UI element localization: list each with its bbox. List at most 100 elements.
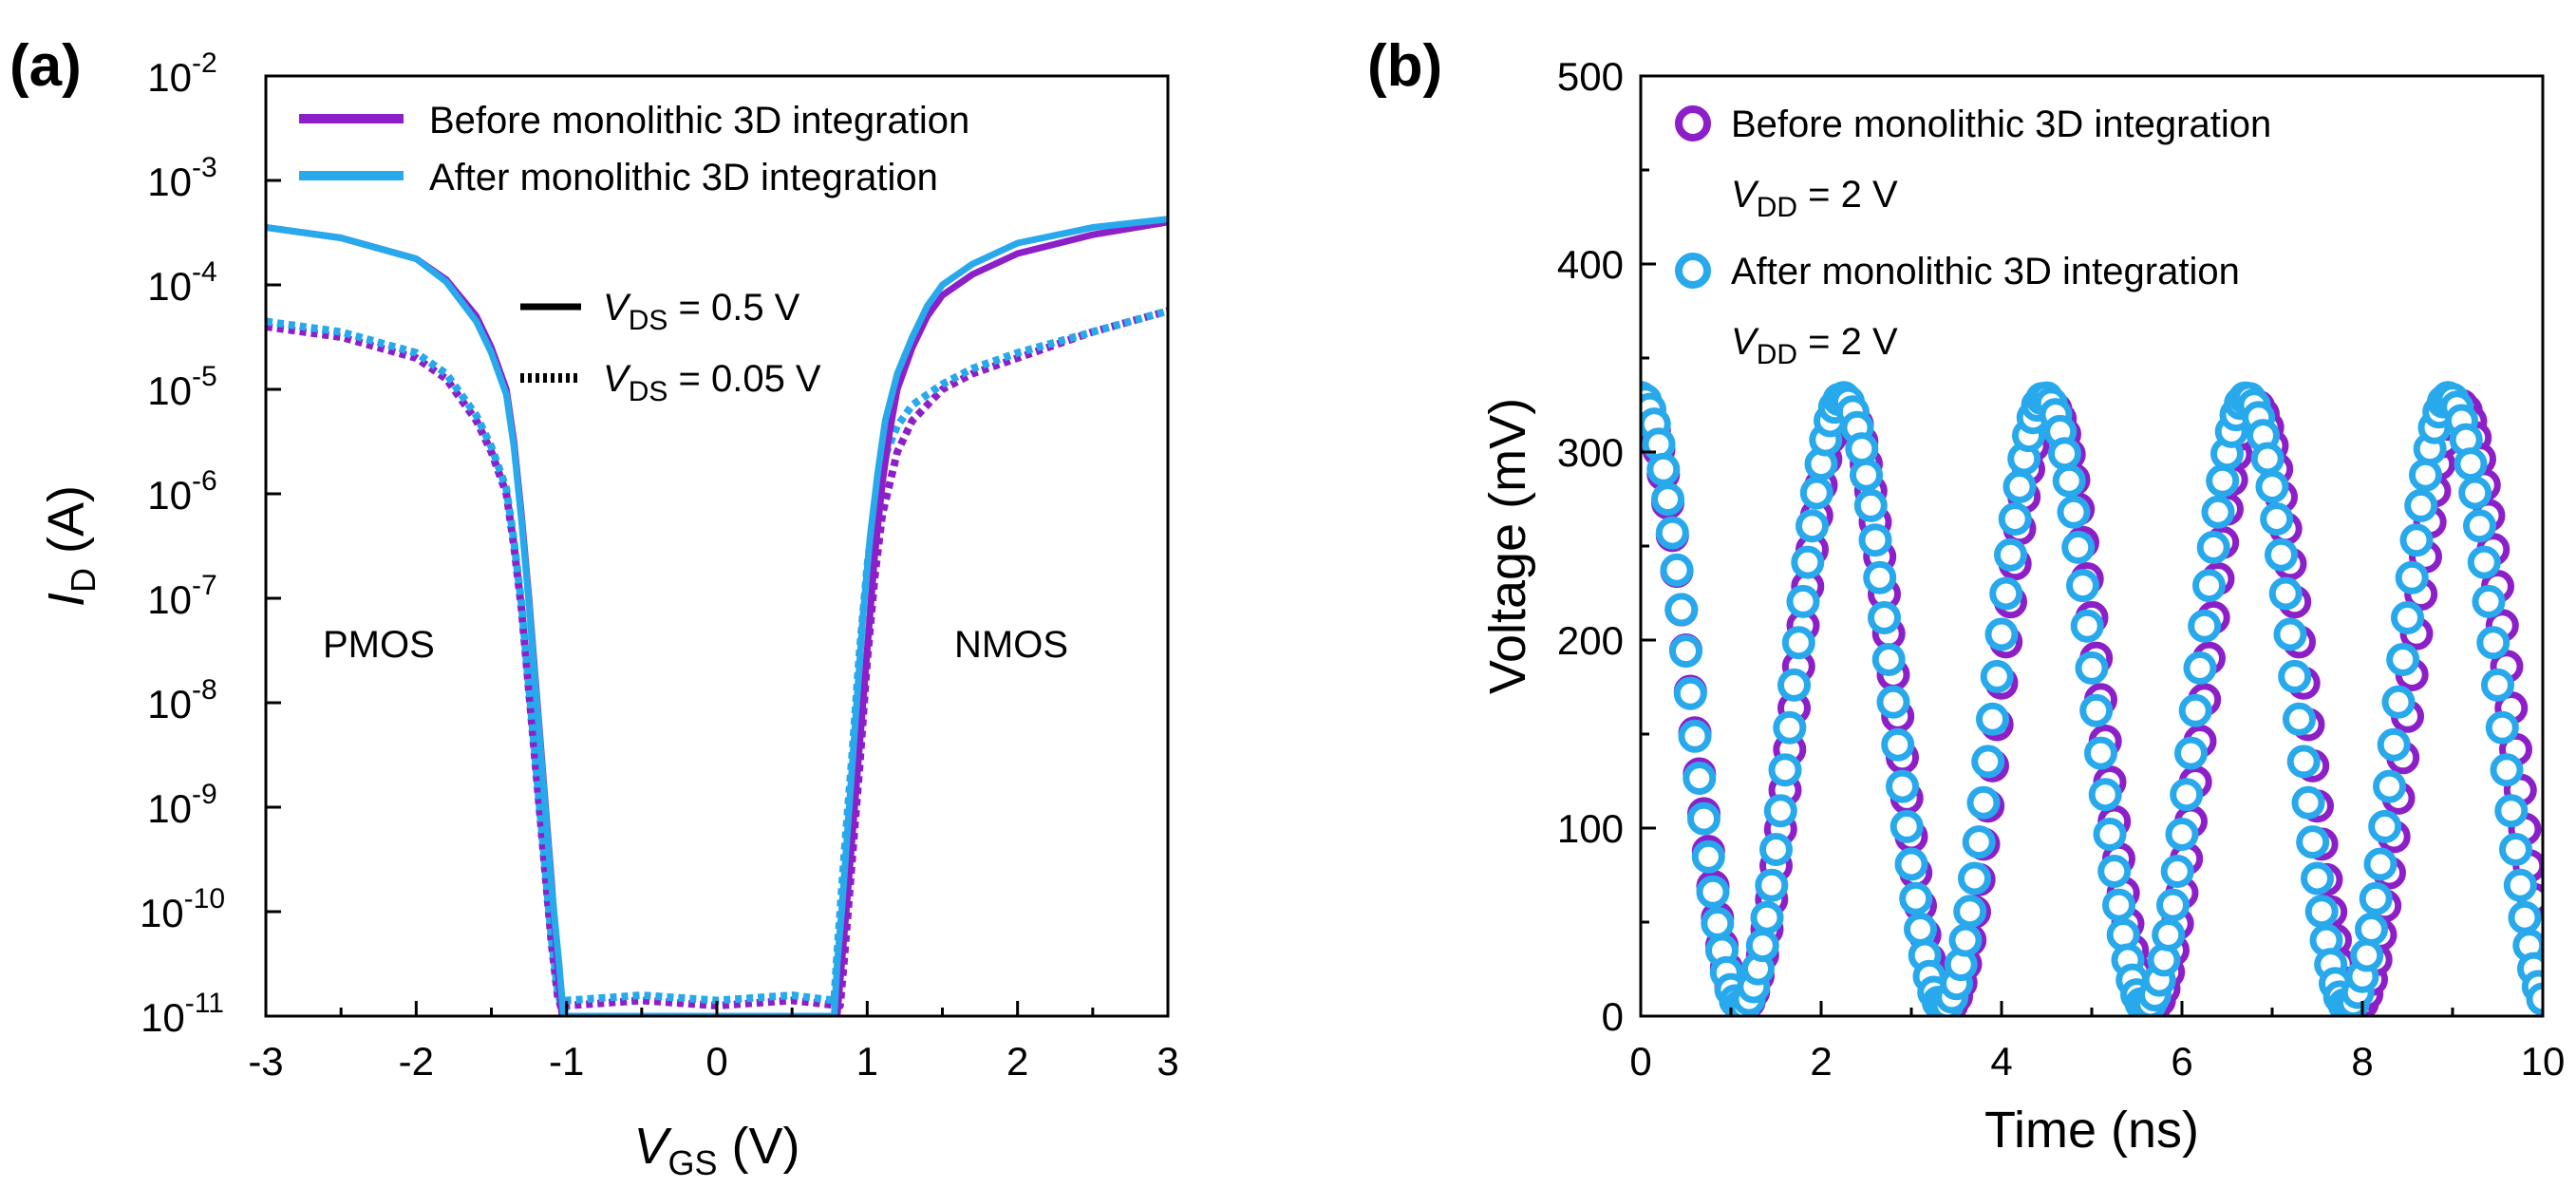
data-point-after	[2188, 609, 2222, 643]
data-point-after	[2355, 913, 2388, 946]
data-point-after	[2381, 685, 2416, 719]
data-point-after	[2165, 818, 2199, 851]
vdd-after-value: = 2 V	[1797, 321, 1898, 363]
legend-vdd-before: VDD = 2 V	[1731, 174, 1898, 223]
data-point-after	[2467, 545, 2501, 579]
data-point-after	[1989, 576, 2023, 611]
data-point-after	[2075, 651, 2109, 685]
data-point-after	[2286, 745, 2321, 779]
data-point-after	[2503, 868, 2537, 902]
vds-legend-solid-label: VDS = 0.5 V	[603, 287, 800, 336]
data-point-after	[2359, 881, 2393, 915]
y-tick-base: 10	[147, 473, 192, 518]
y-tick-base: 10	[140, 891, 184, 935]
data-point-after	[2084, 736, 2117, 770]
panel-a-y-axis-symbol: I	[38, 593, 95, 607]
panel-a: (a) -3 -2 -1 0 1 2 3 10-1110-1010-910-810-710-…	[9, 33, 1179, 1182]
y-tick-label: 400	[1557, 242, 1624, 287]
data-point-after	[2088, 778, 2122, 812]
y-tick-base: 10	[147, 160, 192, 204]
data-point-after	[1904, 913, 1937, 946]
panel-a-y-axis-unit: (A)	[38, 485, 95, 568]
data-point-after	[2070, 609, 2104, 643]
data-point-after	[1886, 769, 1919, 803]
data-point-after	[1894, 847, 1928, 881]
panel-b-legend: Before monolithic 3D integration VDD = 2…	[1675, 104, 2271, 370]
data-point-after	[1669, 634, 1702, 669]
data-point-after	[1755, 868, 1789, 902]
legend-marker-after	[1675, 253, 1711, 289]
data-point-after	[2490, 753, 2524, 787]
panel-b-series-group	[1641, 381, 2543, 1016]
data-point-after	[2003, 470, 2037, 503]
y-tick-label: 10-10	[140, 883, 225, 935]
data-point-after	[1976, 702, 2009, 736]
panel-a-x-tick-labels: -3 -2 -1 0 1 2 3	[248, 1039, 1178, 1084]
data-point-after	[2097, 855, 2132, 888]
data-point-after	[1651, 482, 1684, 517]
legend-label-before-b: Before monolithic 3D integration	[1731, 104, 2271, 145]
legend-label-after-b: After monolithic 3D integration	[1731, 251, 2240, 292]
y-tick-label: 10-4	[147, 256, 216, 309]
data-point-after	[1962, 825, 1996, 859]
data-point-after	[2079, 693, 2114, 727]
x-tick-label: 0	[1629, 1039, 1651, 1084]
data-point-after	[2304, 895, 2339, 929]
data-point-after	[2363, 847, 2397, 881]
data-point-after	[2178, 693, 2212, 727]
data-point-after	[2373, 769, 2406, 803]
data-point-after	[2399, 523, 2434, 557]
vds-solid-symbol: V	[603, 287, 631, 329]
data-point-after	[2183, 651, 2217, 685]
data-point-after	[1664, 593, 1699, 627]
panel-a-y-tick-labels: 10-1110-1010-910-810-710-610-510-410-310…	[140, 47, 225, 1040]
panel-a-x-axis-unit: (V)	[718, 1118, 800, 1175]
data-point-after	[1958, 861, 1991, 896]
data-point-after	[1871, 643, 1906, 676]
x-tick-label: -1	[549, 1039, 584, 1084]
data-point-after	[2485, 710, 2519, 745]
data-point-after	[1763, 794, 1797, 828]
x-tick-label: 10	[2521, 1039, 2566, 1084]
data-point-after	[2170, 778, 2204, 812]
y-tick-exponent: -10	[184, 883, 225, 915]
y-tick-label: 100	[1557, 806, 1624, 851]
panel-a-ticks	[264, 74, 1170, 1018]
y-tick-exponent: -6	[192, 465, 217, 497]
y-tick-label: 10-11	[141, 988, 224, 1040]
panel-a-x-axis-symbol: V	[633, 1118, 672, 1175]
y-tick-label: 0	[1602, 994, 1624, 1039]
data-point-after	[2481, 668, 2514, 702]
data-point-after	[2273, 617, 2307, 651]
vds-solid-subscript: DS	[629, 305, 668, 336]
vds-legend-dotted-label: VDS = 0.05 V	[603, 358, 821, 407]
x-tick-label: 2	[1006, 1039, 1028, 1084]
data-point-after	[1673, 676, 1707, 710]
data-point-after	[2472, 584, 2506, 618]
vdd-after-subscript: DD	[1757, 339, 1797, 370]
data-point-after	[1655, 516, 1689, 550]
panel-b-label: (b)	[1367, 33, 1442, 99]
data-point-after	[1796, 509, 1829, 543]
vdd-before-subscript: DD	[1757, 192, 1797, 223]
y-tick-label: 500	[1557, 54, 1624, 99]
panel-b: (b) 0 2 4 6 8 10 0 100 200 300 400 500 Time (ns) V…	[1367, 33, 2565, 1159]
data-point-after	[1868, 601, 1901, 634]
x-tick-label: 8	[2351, 1039, 2373, 1084]
data-point-after	[2102, 888, 2135, 922]
y-tick-label: 10-8	[147, 674, 216, 726]
panel-a-legend: Before monolithic 3D integration After m…	[299, 100, 969, 198]
series-line-before-vds-0p05	[266, 307, 1168, 1016]
data-point-after	[1853, 488, 1888, 522]
data-point-after	[2048, 437, 2081, 471]
y-tick-label: 10-7	[147, 570, 216, 622]
data-point-after	[2463, 509, 2496, 543]
data-point-after	[1696, 875, 1730, 909]
data-point-after	[2265, 537, 2298, 572]
data-point-after	[1750, 900, 1784, 934]
data-point-after	[2156, 888, 2190, 922]
data-point-after	[1980, 659, 2014, 693]
data-point-after	[1660, 553, 1694, 587]
y-tick-base: 10	[147, 368, 192, 413]
